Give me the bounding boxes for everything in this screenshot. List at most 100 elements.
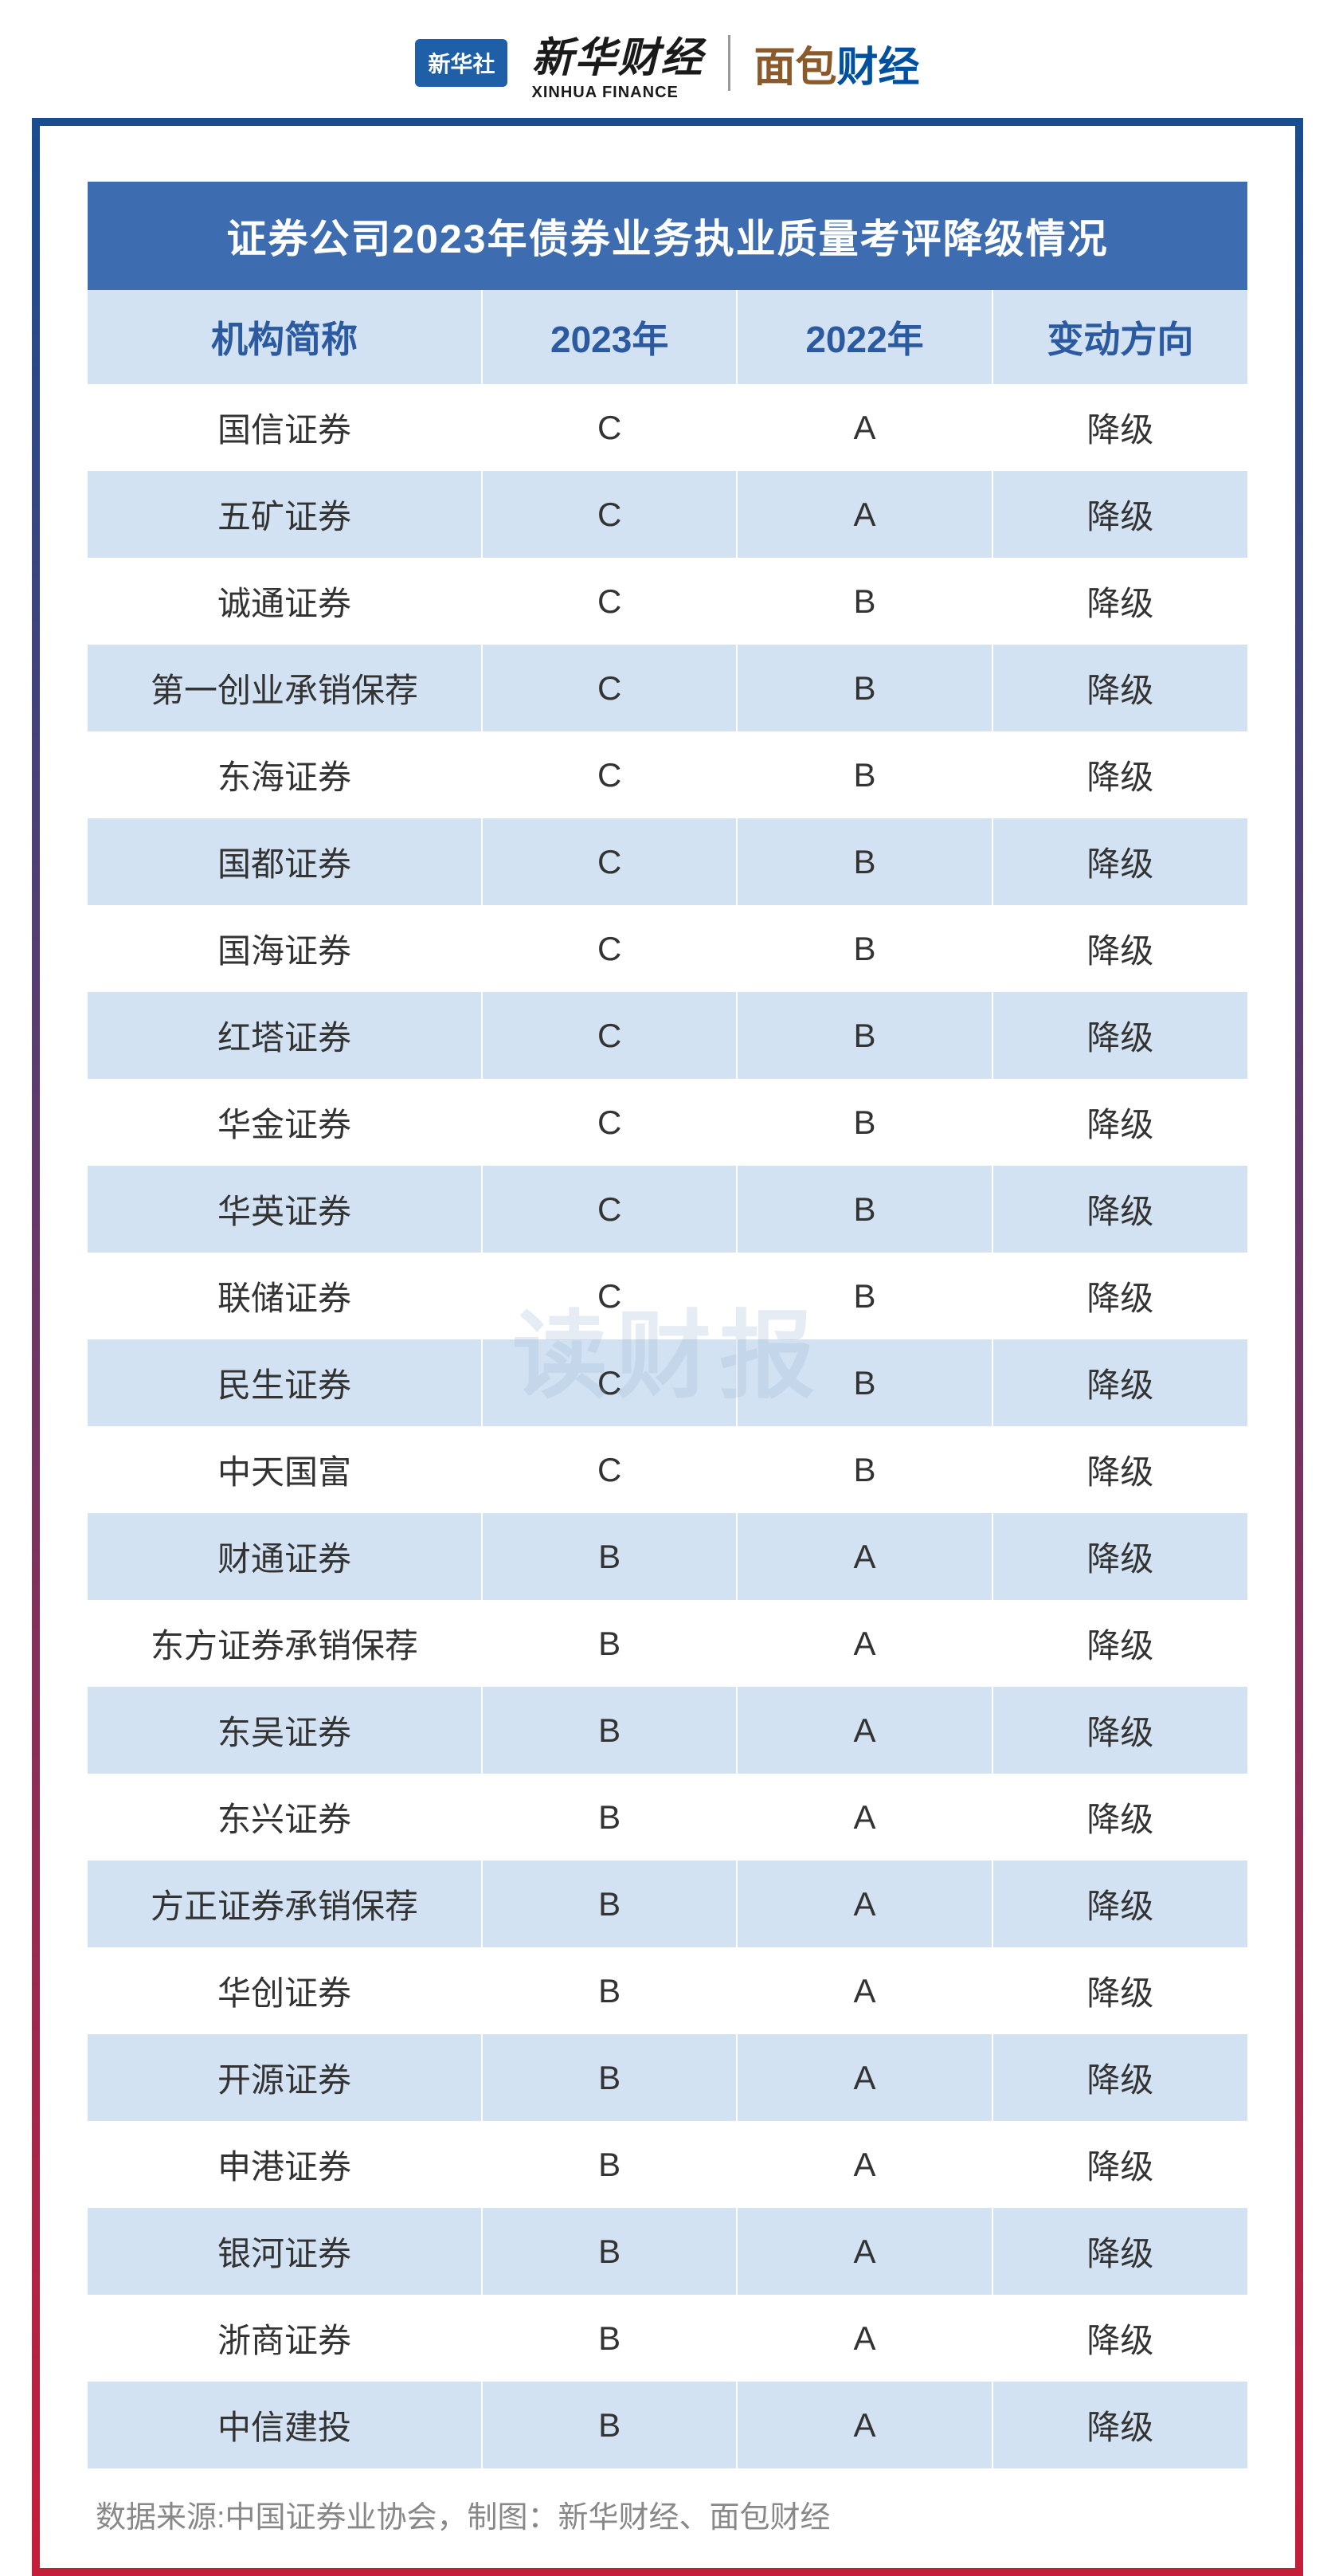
table-cell: 诚通证券 [88,558,482,645]
table-cell: C [482,1253,737,1339]
table-cell: A [737,471,992,558]
table-cell: 联储证券 [88,1253,482,1339]
table-cell: 降级 [992,818,1247,905]
table-cell: 降级 [992,1774,1247,1860]
table-body: 国信证券CA降级五矿证券CA降级诚通证券CB降级第一创业承销保荐CB降级东海证券… [88,384,1247,2468]
table-cell: 开源证券 [88,2034,482,2121]
table-cell: B [482,2382,737,2468]
table-cell: B [482,1513,737,1600]
table-cell: A [737,1513,992,1600]
table-row: 东兴证券BA降级 [88,1774,1247,1860]
table-cell: B [482,1687,737,1774]
table-title: 证券公司2023年债券业务执业质量考评降级情况 [88,182,1247,290]
xinhua-badge: 新华社 [415,39,507,87]
table-cell: 降级 [992,645,1247,731]
table-cell: A [737,2034,992,2121]
table-container: 证券公司2023年债券业务执业质量考评降级情况 机构简称 2023年 2022年… [88,182,1247,2468]
table-cell: A [737,1687,992,1774]
table-cell: C [482,1426,737,1513]
table-cell: C [482,818,737,905]
table-row: 银河证券BA降级 [88,2208,1247,2295]
table-cell: C [482,1339,737,1426]
table-cell: 红塔证券 [88,992,482,1079]
logo1-main: 新华财经 [531,24,703,84]
table-cell: 降级 [992,471,1247,558]
table-cell: 方正证券承销保荐 [88,1860,482,1947]
table-cell: 降级 [992,1079,1247,1166]
logo2-part2: 财经 [837,45,920,91]
table-cell: 东吴证券 [88,1687,482,1774]
table-cell: 申港证券 [88,2121,482,2208]
table-row: 申港证券BA降级 [88,2121,1247,2208]
table-row: 中信建投BA降级 [88,2382,1247,2468]
table-cell: C [482,471,737,558]
table-cell: B [737,1166,992,1253]
table-cell: B [737,1426,992,1513]
table-cell: B [482,2121,737,2208]
table-cell: 降级 [992,384,1247,471]
table-cell: 降级 [992,1513,1247,1600]
table-cell: C [482,1166,737,1253]
table-cell: A [737,1947,992,2034]
table-cell: 降级 [992,1339,1247,1426]
table-cell: B [737,1079,992,1166]
table-cell: 银河证券 [88,2208,482,2295]
table-cell: B [482,2295,737,2382]
table-row: 华英证券CB降级 [88,1166,1247,1253]
table-row: 国信证券CA降级 [88,384,1247,471]
table-cell: 降级 [992,558,1247,645]
table-cell: 中信建投 [88,2382,482,2468]
table-cell: 华金证券 [88,1079,482,1166]
table-cell: B [737,1253,992,1339]
table-cell: B [737,558,992,645]
table-cell: B [482,1774,737,1860]
table-cell: 东兴证券 [88,1774,482,1860]
table-cell: 财通证券 [88,1513,482,1600]
table-cell: C [482,992,737,1079]
table-cell: B [482,2208,737,2295]
table-cell: 降级 [992,1166,1247,1253]
table-cell: 第一创业承销保荐 [88,645,482,731]
col-header-2023: 2023年 [482,290,737,384]
table-cell: C [482,384,737,471]
source-note: 数据来源:中国证券业协会，制图：新华财经、面包财经 [88,2468,1247,2544]
table-cell: 东海证券 [88,731,482,818]
table-cell: B [737,992,992,1079]
table-cell: B [737,731,992,818]
table-cell: 华英证券 [88,1166,482,1253]
table-cell: 降级 [992,2208,1247,2295]
table-row: 五矿证券CA降级 [88,471,1247,558]
table-row: 方正证券承销保荐BA降级 [88,1860,1247,1947]
table-row: 华创证券BA降级 [88,1947,1247,2034]
table-row: 红塔证券CB降级 [88,992,1247,1079]
table-cell: 降级 [992,2295,1247,2382]
table-cell: 东方证券承销保荐 [88,1600,482,1687]
col-header-change: 变动方向 [992,290,1247,384]
table-cell: 降级 [992,1687,1247,1774]
header-logos: 新华社 新华财经 XINHUA FINANCE 面包财经 [0,0,1335,118]
ratings-table: 机构简称 2023年 2022年 变动方向 国信证券CA降级五矿证券CA降级诚通… [88,290,1247,2468]
table-row: 民生证券CB降级 [88,1339,1247,1426]
table-cell: 降级 [992,992,1247,1079]
table-cell: A [737,2121,992,2208]
table-cell: B [482,2034,737,2121]
table-cell: 降级 [992,2121,1247,2208]
table-cell: 降级 [992,2382,1247,2468]
table-row: 华金证券CB降级 [88,1079,1247,1166]
table-cell: 降级 [992,2034,1247,2121]
table-row: 诚通证券CB降级 [88,558,1247,645]
col-header-2022: 2022年 [737,290,992,384]
table-cell: B [482,1600,737,1687]
table-cell: 浙商证券 [88,2295,482,2382]
logo1-sub: XINHUA FINANCE [531,84,678,102]
xinhua-finance-logo: 新华财经 XINHUA FINANCE [531,24,703,102]
col-header-name: 机构简称 [88,290,482,384]
content-frame: 证券公司2023年债券业务执业质量考评降级情况 机构简称 2023年 2022年… [32,118,1303,2576]
table-cell: A [737,384,992,471]
table-cell: B [737,818,992,905]
table-cell: 中天国富 [88,1426,482,1513]
table-cell: A [737,1860,992,1947]
table-cell: C [482,731,737,818]
mianbao-finance-logo: 面包财经 [754,33,920,93]
table-cell: 民生证券 [88,1339,482,1426]
